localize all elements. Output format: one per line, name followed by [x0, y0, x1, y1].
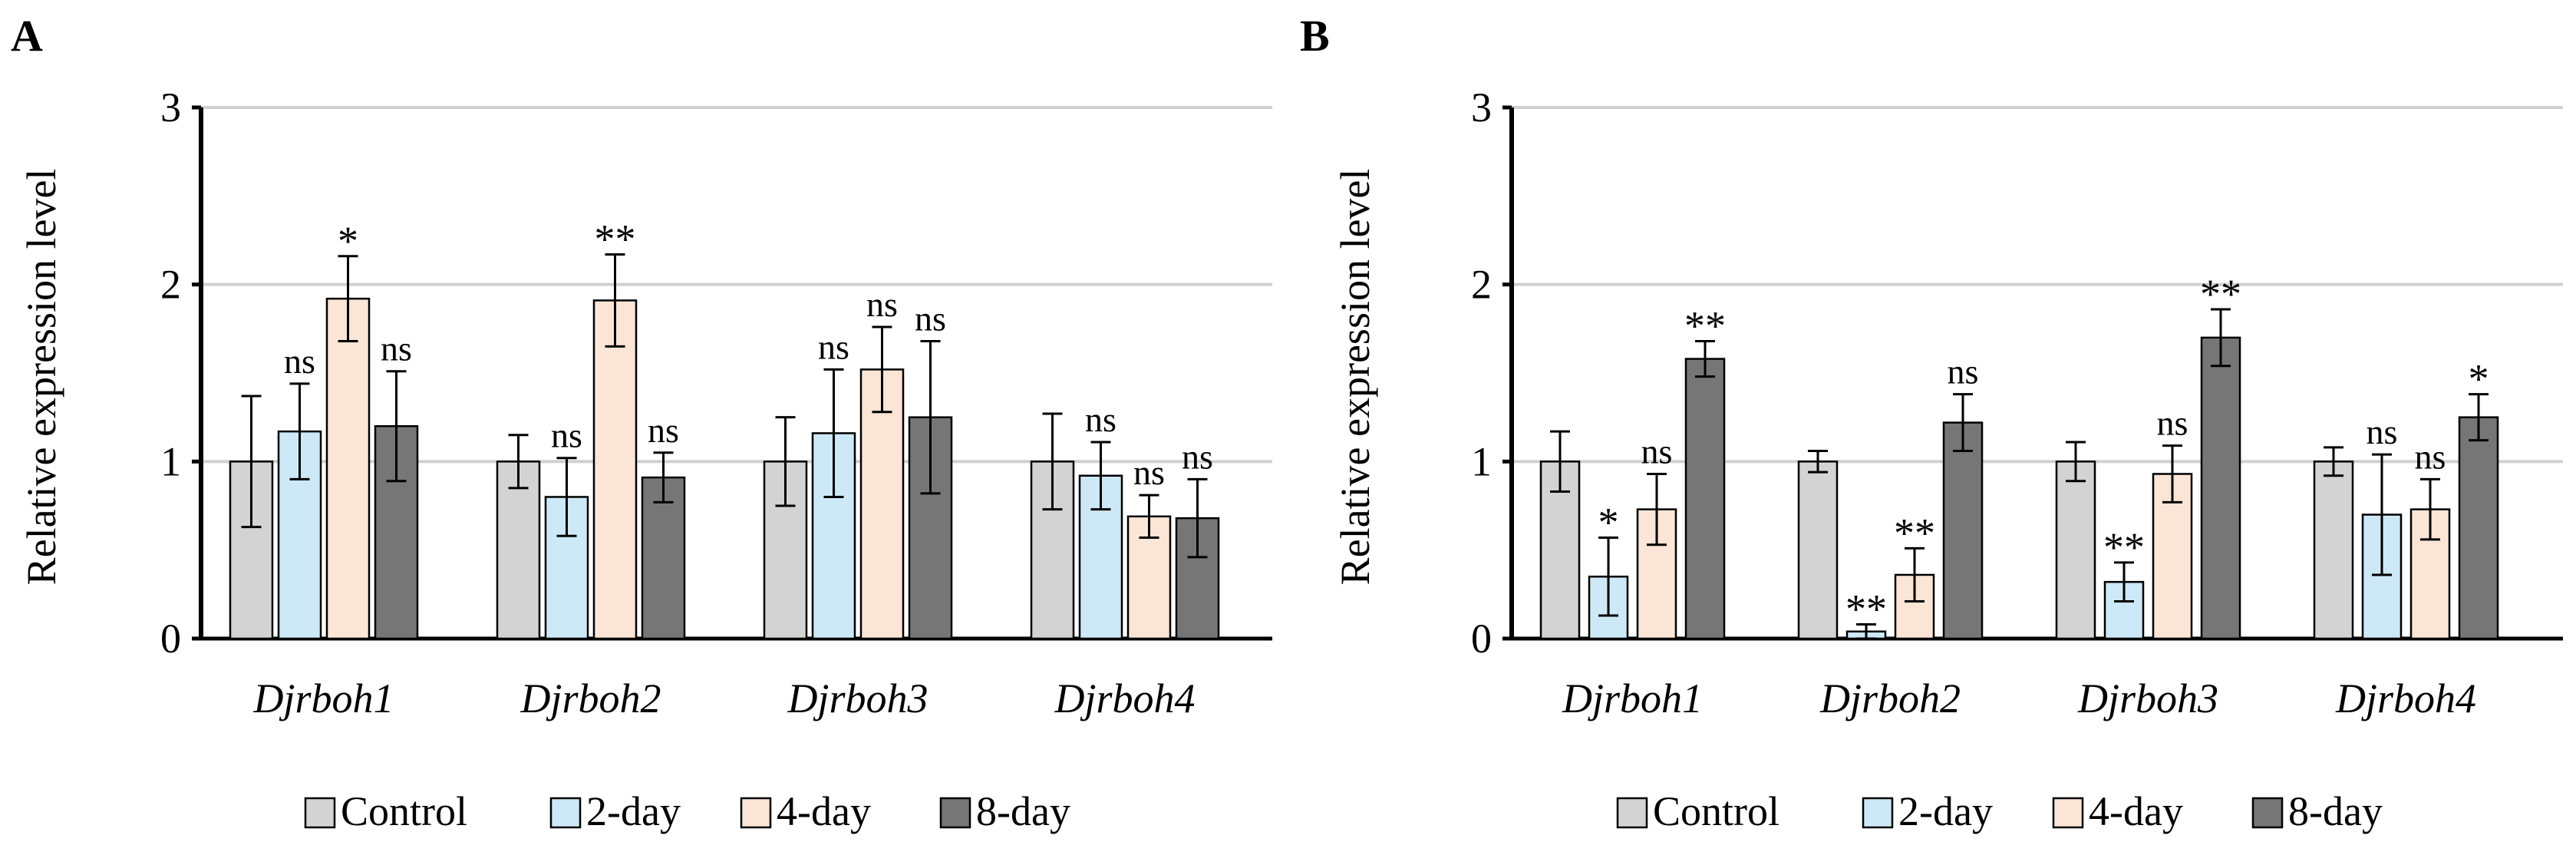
y-axis-label: Relative expression level — [18, 169, 64, 586]
significance-label: * — [2469, 356, 2489, 402]
significance-label: ** — [2103, 524, 2145, 570]
significance-label: ns — [1085, 400, 1116, 439]
bar — [859, 368, 905, 640]
bar — [2200, 336, 2241, 640]
x-tick-label: Djrboh4 — [1054, 675, 1195, 721]
x-tick-label: Djrboh2 — [1819, 675, 1961, 721]
y-tick-label: 0 — [1471, 616, 1492, 662]
y-tick-label: 3 — [160, 84, 181, 130]
significance-label: ns — [551, 416, 582, 455]
significance-label: ** — [1894, 510, 1935, 556]
legend-label: 8-day — [2288, 788, 2383, 834]
legend-swatch — [1862, 797, 1894, 829]
panel-label-a: A — [11, 11, 43, 61]
bar — [592, 299, 638, 640]
x-tick-label: Djrboh1 — [1562, 675, 1703, 721]
significance-label: ** — [2200, 271, 2241, 317]
significance-label: ns — [2415, 437, 2446, 476]
bar — [2055, 461, 2096, 640]
bar — [1797, 461, 1839, 640]
significance-label: ns — [2157, 404, 2188, 443]
significance-label: ** — [1684, 302, 1726, 348]
legend-label: 2-day — [586, 788, 681, 834]
bar — [2152, 473, 2193, 640]
bar — [2458, 416, 2499, 640]
bar — [1942, 421, 1984, 640]
bar — [641, 476, 686, 640]
significance-label: ** — [1845, 586, 1887, 632]
x-tick-label: Djrboh3 — [787, 675, 928, 721]
panel-a: A 0 1 2 3 Relative expression level ns * ns Djrb… — [11, 11, 1272, 834]
significance-label: ns — [866, 285, 898, 324]
legend-swatch — [939, 797, 971, 829]
legend-label: Control — [341, 788, 467, 834]
legend-swatch — [2052, 797, 2084, 829]
significance-label: ** — [595, 216, 636, 262]
x-tick-label: Djrboh3 — [2077, 675, 2218, 721]
bar — [1684, 358, 1726, 640]
significance-label: * — [338, 218, 358, 264]
y-tick-label: 1 — [1471, 438, 1492, 484]
legend-label: 4-day — [777, 788, 871, 834]
panel-b: B 0 1 2 3 Relative expression level * ns ** Djrb… — [1300, 11, 2563, 834]
significance-label: ns — [915, 299, 946, 338]
y-tick-label: 1 — [160, 438, 181, 484]
x-tick-label: Djrboh2 — [519, 675, 661, 721]
legend-label: 8-day — [976, 788, 1070, 834]
significance-label: ns — [1133, 453, 1165, 492]
y-axis-label: Relative expression level — [1332, 169, 1378, 586]
significance-label: ns — [1182, 437, 1213, 476]
legend-swatch — [2251, 797, 2284, 829]
y-tick-label: 2 — [1471, 262, 1492, 308]
bar — [325, 297, 371, 640]
x-tick-label: Djrboh1 — [252, 675, 394, 721]
bar — [2313, 461, 2354, 640]
significance-label: ns — [381, 329, 412, 368]
significance-label: ns — [2367, 412, 2398, 451]
legend-swatch — [304, 797, 336, 829]
y-tick-label: 2 — [160, 262, 181, 308]
significance-label: * — [1598, 500, 1619, 546]
significance-label: ns — [818, 327, 849, 366]
legend-swatch — [549, 797, 582, 829]
panel-label-b: B — [1300, 11, 1330, 61]
legend-label: 2-day — [1898, 788, 1993, 834]
legend-swatch — [1616, 797, 1648, 829]
significance-label: ns — [1948, 352, 1979, 391]
significance-label: ns — [648, 411, 679, 450]
significance-label: ns — [1641, 431, 1673, 470]
x-tick-label: Djrboh4 — [2335, 675, 2476, 721]
y-tick-label: 0 — [160, 616, 181, 662]
y-tick-label: 3 — [1471, 84, 1492, 130]
legend-label: 4-day — [2089, 788, 2183, 834]
significance-label: ns — [284, 342, 315, 381]
legend-label: Control — [1653, 788, 1779, 834]
bar — [2361, 513, 2403, 640]
legend-swatch — [740, 797, 772, 829]
